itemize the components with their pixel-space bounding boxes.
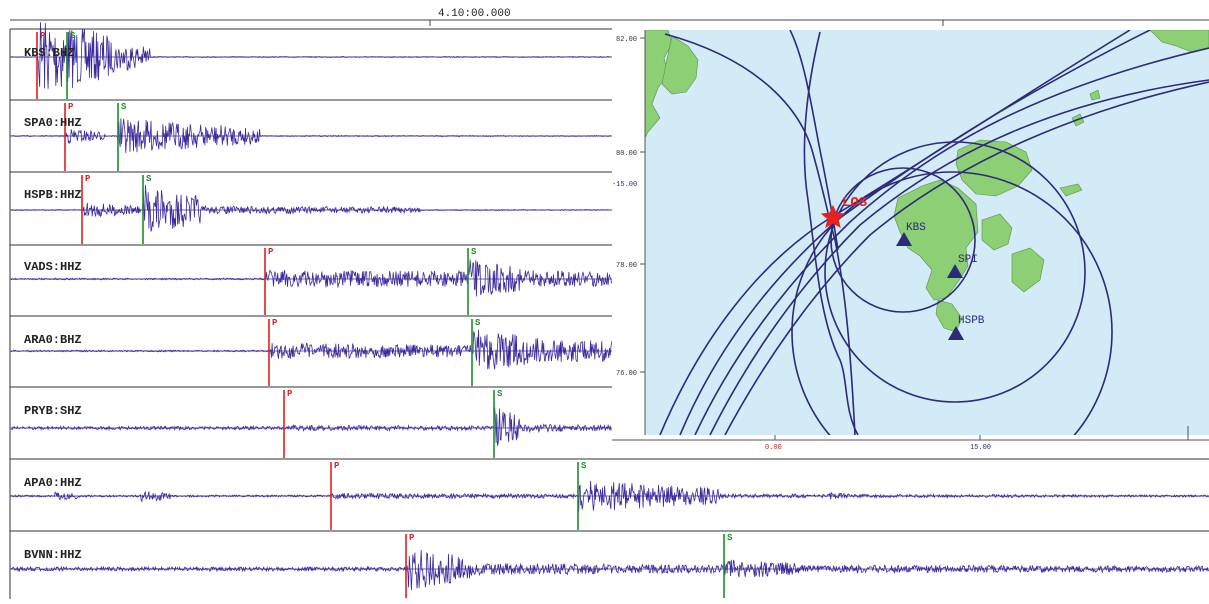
seismogram-panel: P S HSPB:HHZ — [9, 171, 612, 245]
distance-circles — [659, 30, 1209, 435]
p-pick-label: P — [85, 174, 91, 184]
greenland-coast — [645, 30, 673, 139]
s-pick-label: S — [146, 174, 152, 184]
seismogram-panel: P S ARA0:BHZ — [9, 315, 612, 387]
station-label: KBS — [906, 222, 926, 234]
station-channel-label: KBS:BHZ — [24, 46, 74, 60]
station-channel-label: VADS:HHZ — [24, 260, 82, 274]
s-pick-label: S — [121, 102, 127, 112]
latitude-ticks: 82.00 80.00 78.00 76.00 — [616, 36, 645, 378]
map-content: LOS KBS SPI HSPB — [645, 30, 1209, 435]
station-channel-label: PRYB:SHZ — [24, 404, 82, 418]
waveform-trace — [10, 407, 612, 446]
kong-karls-land — [1059, 183, 1083, 197]
seismogram-panel: P S BVNN:HHZ — [9, 530, 1209, 599]
epicenter-map: LOS KBS SPI HSPB 82.00 80.00 78.00 76.00 0.… — [612, 30, 1209, 452]
distance-arc — [709, 79, 1209, 435]
waveform-trace — [10, 22, 612, 89]
epicenter-star-icon — [820, 204, 846, 229]
waveform-trace — [10, 329, 612, 370]
station-channel-label: BVNN:HHZ — [24, 548, 82, 562]
station-channel-label: APA0:HHZ — [24, 476, 82, 490]
s-pick-label: S — [581, 461, 587, 471]
station-channel-label: SPA0:HHZ — [24, 116, 82, 130]
distance-circle-spi — [824, 141, 1086, 403]
station-channel-label: HSPB:HHZ — [24, 188, 82, 202]
time-axis-label: 4.10:00.000 — [438, 8, 511, 20]
longitude-ticks: 0.00 15.00 — [765, 426, 1189, 452]
distance-arc — [724, 81, 1209, 435]
station-channel-label: ARA0:BHZ — [24, 333, 82, 347]
lat-tick-label: 80.00 — [616, 150, 637, 158]
svalbard-edgeoya — [1011, 247, 1045, 293]
waveform-trace — [10, 480, 1209, 512]
epicenter-label: LOS — [842, 195, 867, 211]
waveform-trace — [10, 549, 1209, 591]
waveform-trace — [10, 118, 612, 153]
distance-arc — [789, 30, 839, 251]
seismogram-panel: P S SPA0:HHZ — [9, 99, 612, 172]
seismogram-panel: P S APA0:HHZ — [9, 458, 1209, 531]
seismogram-panel: P S PRYB:SHZ — [9, 386, 612, 459]
lat-side-label: -15.00 — [612, 181, 637, 189]
lat-tick-label: 76.00 — [616, 370, 637, 378]
distance-arc — [679, 30, 1151, 435]
station-triangle-icon — [948, 326, 964, 340]
p-pick-label: P — [334, 461, 340, 471]
p-pick-label: P — [268, 247, 274, 257]
bjornoya — [1089, 89, 1101, 101]
lon-tick-label: 0.00 — [765, 444, 782, 452]
p-pick-label: P — [409, 533, 415, 543]
s-pick-label: S — [475, 318, 481, 328]
s-pick-label: S — [727, 533, 733, 543]
waveform-trace — [10, 259, 612, 297]
station-markers: KBS SPI HSPB — [896, 222, 985, 340]
waveform-trace — [10, 184, 612, 232]
p-pick-label: P — [40, 31, 46, 41]
station-triangle-icon — [896, 232, 912, 246]
time-axis: 4.10:00.000 — [10, 8, 1209, 26]
distance-arc — [803, 31, 859, 435]
lat-tick-label: 82.00 — [616, 36, 637, 44]
seismogram-panel: P S KBS:BHZ — [9, 22, 612, 100]
svalbard-barentsoya — [981, 213, 1013, 251]
svalbard-north-island — [661, 35, 699, 95]
epicenter-marker: LOS — [820, 195, 867, 229]
distance-arc — [694, 47, 1209, 435]
station-label: SPI — [958, 254, 978, 266]
s-pick-label: S — [70, 31, 76, 41]
station-label: HSPB — [958, 315, 985, 327]
station-triangle-icon — [947, 264, 963, 278]
p-pick-label: P — [68, 102, 74, 112]
p-pick-label: P — [272, 318, 278, 328]
lon-tick-label: 15.00 — [970, 444, 991, 452]
lat-tick-label: 78.00 — [616, 262, 637, 270]
seismogram-panel: P S VADS:HHZ — [9, 244, 612, 316]
p-pick-label: P — [287, 389, 293, 399]
s-pick-label: S — [497, 389, 503, 399]
s-pick-label: S — [471, 247, 477, 257]
distance-arc — [664, 33, 856, 435]
distance-circle-hspb — [791, 171, 1113, 435]
